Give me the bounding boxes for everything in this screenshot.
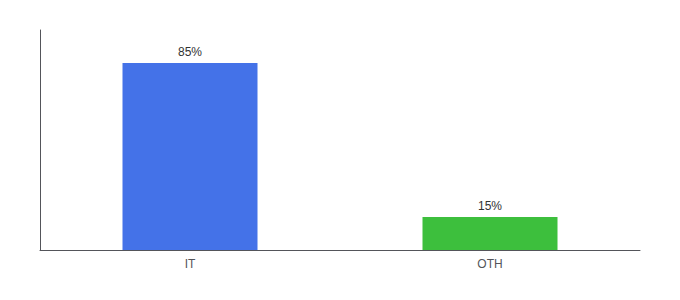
svg-text:OTH: OTH [477,257,502,271]
svg-text:15%: 15% [478,199,502,213]
svg-text:IT: IT [185,257,196,271]
svg-text:85%: 85% [178,45,202,59]
